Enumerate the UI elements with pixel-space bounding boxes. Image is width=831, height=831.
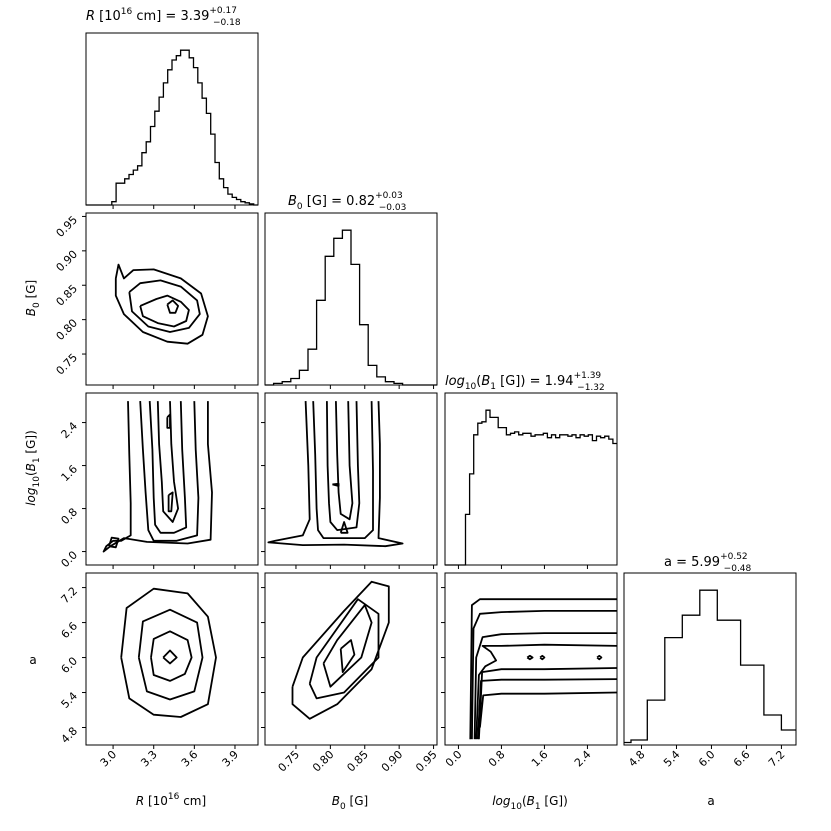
- panel-frame-B0-B0: [264, 212, 438, 386]
- contour-logB1_vs_B0-1: [267, 401, 404, 548]
- panel-frame-a-logB1: [444, 572, 618, 746]
- title-logB1: log10(B1 [G]) = 1.94+1.39 −1.32: [445, 371, 605, 393]
- contour-a_vs_R-3: [120, 587, 217, 718]
- ylabel-logB1: log10(B1 [G]): [24, 430, 42, 506]
- contour-B0_vs_R-3: [114, 263, 209, 345]
- xlabel-logB1: log10(B1 [G]): [492, 794, 568, 812]
- contour-a_vs_logB1-6: [469, 598, 617, 740]
- contour-logB1_vs_R-5: [167, 491, 174, 513]
- contour-a_vs_R-0: [162, 649, 178, 665]
- contour-logB1_vs_B0-4: [339, 521, 349, 534]
- contour-a_vs_logB1-2: [475, 643, 618, 740]
- histogram-B0: [265, 229, 437, 386]
- panel-frame-logB1-B0: [264, 392, 438, 566]
- contour-logB1_vs_B0-5: [332, 482, 340, 487]
- xlabel-R: R [1016 cm]: [136, 792, 206, 808]
- contour-a_vs_logB1-1: [473, 632, 617, 740]
- panel-frame-logB1-R: [85, 392, 259, 566]
- contour-logB1_vs_R-3: [156, 401, 179, 523]
- contour-a_vs_logB1-0: [471, 610, 617, 740]
- contour-logB1_vs_B0-2: [326, 401, 361, 531]
- contour-B0_vs_R-0: [139, 294, 190, 328]
- contour-logB1_vs_R-0: [139, 401, 200, 542]
- contour-a_vs_B0-3: [291, 580, 390, 720]
- contour-a_vs_B0-2: [308, 598, 380, 700]
- histogram-R: [86, 49, 258, 206]
- contour-a_vs_logB1-4: [478, 667, 618, 740]
- contour-a_vs_logB1-5: [479, 691, 618, 728]
- xlabel-B0: B0 [G]: [332, 794, 368, 812]
- histogram-logB1: [445, 409, 617, 566]
- contour-a_vs_B0-0: [339, 639, 356, 673]
- panel-frame-logB1-logB1: [444, 392, 618, 566]
- panel-frame-B0-R: [85, 212, 259, 386]
- contour-logB1_vs_R-4: [166, 413, 171, 429]
- title-R: R [1016 cm] = 3.39+0.17 −0.18: [86, 6, 241, 28]
- panel-frame-a-a: [623, 572, 797, 746]
- contour-logB1_vs_R-2: [148, 401, 188, 534]
- ylabel-a: a: [29, 653, 36, 667]
- contour-a_vs_logB1-9: [596, 654, 603, 661]
- histogram-a: [624, 589, 796, 744]
- contour-a_vs_B0-1: [322, 604, 373, 688]
- panel-frame-R-R: [85, 32, 259, 206]
- contour-logB1_vs_R-1: [102, 401, 213, 553]
- ylabel-B0: B0 [G]: [24, 280, 42, 316]
- contour-logB1_vs_B0-3: [335, 401, 354, 521]
- panel-frame-a-R: [85, 572, 259, 746]
- contour-a_vs_R-1: [150, 630, 193, 682]
- contour-a_vs_logB1-7: [526, 654, 534, 661]
- contour-logB1_vs_B0-0: [312, 401, 374, 539]
- panel-frame-a-B0: [264, 572, 438, 746]
- title-B0: B0 [G] = 0.82+0.03 −0.03: [288, 191, 406, 213]
- contour-a_vs_logB1-8: [539, 654, 546, 661]
- contour-a_vs_R-2: [137, 608, 204, 701]
- contour-B0_vs_R-2: [166, 299, 179, 314]
- xlabel-a: a: [707, 794, 714, 808]
- contour-B0_vs_R-1: [128, 279, 201, 333]
- contour-logB1_vs_R-6: [108, 536, 120, 549]
- title-a: a = 5.99+0.52 −0.48: [664, 552, 752, 574]
